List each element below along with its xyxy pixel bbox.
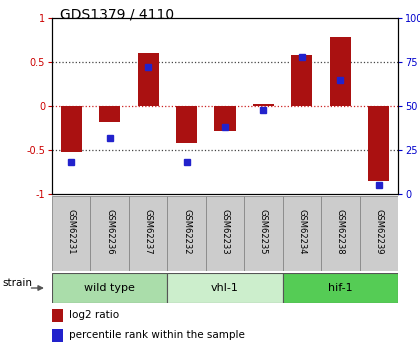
Text: hif-1: hif-1 <box>328 283 353 293</box>
Bar <box>253 104 274 106</box>
Text: vhl-1: vhl-1 <box>211 283 239 293</box>
Bar <box>52 329 63 342</box>
Bar <box>283 273 398 303</box>
Bar <box>360 196 398 271</box>
Bar <box>244 196 283 271</box>
Bar <box>137 53 159 106</box>
Bar <box>52 196 90 271</box>
Text: GSM62238: GSM62238 <box>336 209 345 255</box>
Text: wild type: wild type <box>84 283 135 293</box>
Bar <box>330 37 351 106</box>
Text: GSM62232: GSM62232 <box>182 209 191 255</box>
Text: GSM62235: GSM62235 <box>259 209 268 255</box>
Bar <box>52 273 167 303</box>
Bar <box>167 196 206 271</box>
Bar <box>90 196 129 271</box>
Bar <box>215 106 236 131</box>
Bar <box>291 55 312 106</box>
Text: GSM62231: GSM62231 <box>67 209 76 255</box>
Bar <box>368 106 389 181</box>
Bar <box>321 196 360 271</box>
Text: strain: strain <box>3 278 33 288</box>
Text: GSM62239: GSM62239 <box>374 209 383 255</box>
Bar <box>60 106 82 152</box>
Text: GSM62234: GSM62234 <box>297 209 306 255</box>
Text: percentile rank within the sample: percentile rank within the sample <box>69 331 245 341</box>
Bar <box>167 273 283 303</box>
Text: GSM62233: GSM62233 <box>220 209 229 255</box>
Bar <box>176 106 197 143</box>
Bar <box>283 196 321 271</box>
Text: GDS1379 / 4110: GDS1379 / 4110 <box>60 7 175 21</box>
Text: log2 ratio: log2 ratio <box>69 310 119 321</box>
Bar <box>52 309 63 322</box>
Text: GSM62237: GSM62237 <box>144 209 152 255</box>
Bar <box>129 196 167 271</box>
Bar <box>206 196 244 271</box>
Bar <box>99 106 120 122</box>
Text: GSM62236: GSM62236 <box>105 209 114 255</box>
